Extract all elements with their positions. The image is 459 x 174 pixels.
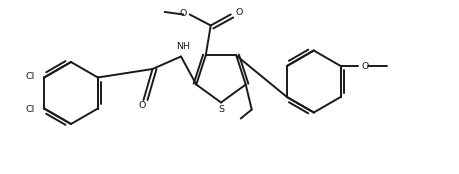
Text: S: S xyxy=(218,105,224,113)
Text: O: O xyxy=(179,9,187,18)
Text: Cl: Cl xyxy=(26,105,35,114)
Text: Cl: Cl xyxy=(26,72,35,81)
Text: O: O xyxy=(139,101,146,110)
Text: NH: NH xyxy=(176,42,190,52)
Text: O: O xyxy=(235,8,242,17)
Text: O: O xyxy=(360,61,368,70)
